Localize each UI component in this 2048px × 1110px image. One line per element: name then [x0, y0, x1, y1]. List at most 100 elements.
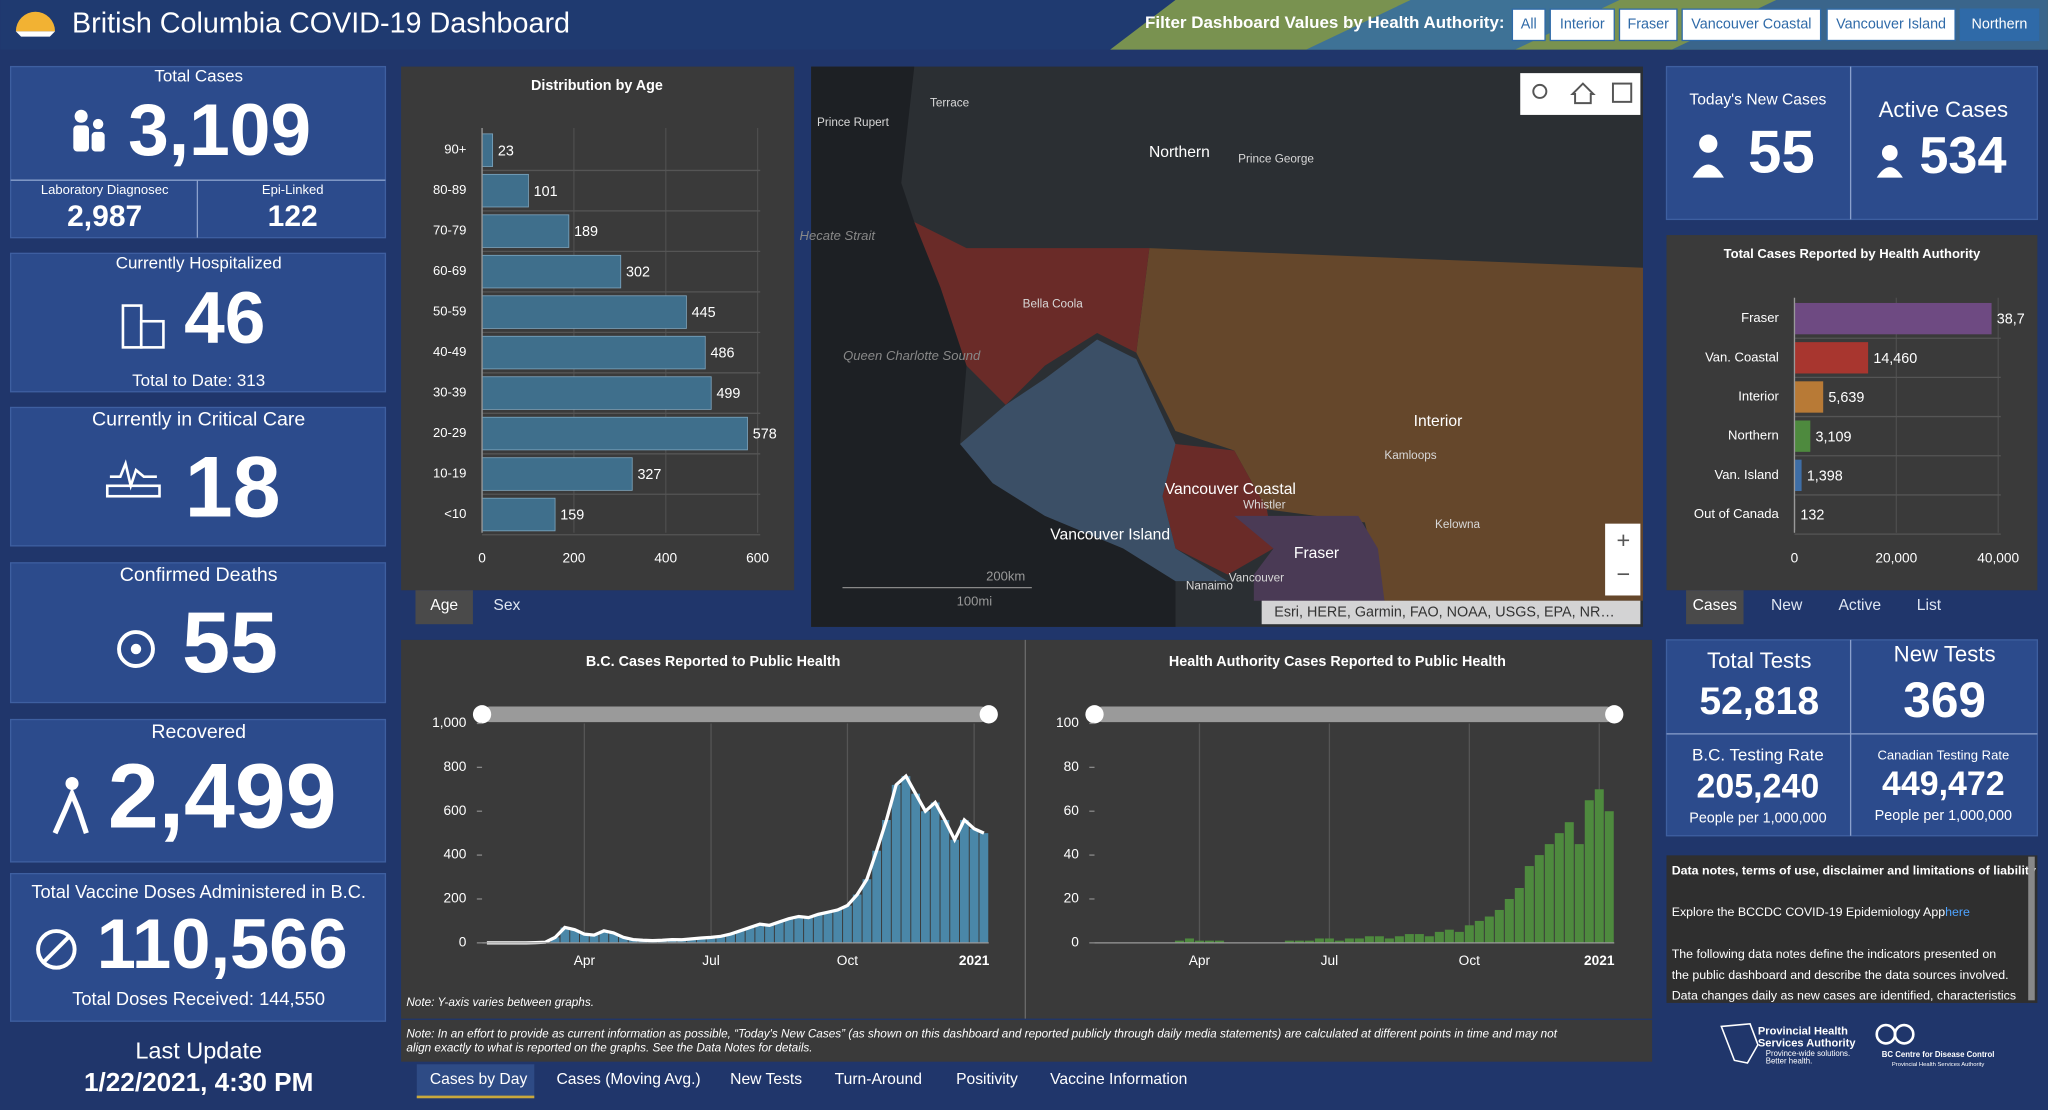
tab[interactable]: Active — [1838, 597, 1881, 614]
tab[interactable]: List — [1917, 597, 1942, 614]
y-tick-label: Out of Canada — [1694, 506, 1780, 521]
tab[interactable]: Vaccine Information — [1050, 1071, 1187, 1088]
bar — [891, 784, 901, 943]
label: Total Doses Received: 144,550 — [72, 988, 325, 1009]
bar — [1354, 938, 1364, 943]
bar — [481, 133, 494, 167]
bar — [1554, 833, 1564, 943]
bar — [1214, 940, 1224, 943]
bar — [1324, 938, 1334, 943]
tab[interactable]: New Tests — [730, 1071, 802, 1088]
bar — [755, 924, 765, 943]
tab[interactable]: Sex — [493, 597, 520, 614]
y-tick-label: 40-49 — [433, 344, 466, 359]
svg-text:+: + — [1617, 527, 1631, 553]
value-label: 445 — [692, 305, 716, 321]
bar — [481, 416, 748, 451]
filter-button-label[interactable]: Northern — [1972, 17, 2028, 33]
y-tick-label: 60-69 — [433, 263, 466, 278]
logo-text: Provincial Health Services Authority — [1892, 1062, 1985, 1068]
map-label: Whistler — [1243, 498, 1286, 511]
bar — [1514, 888, 1524, 943]
bar — [1424, 936, 1434, 943]
bar — [1184, 938, 1194, 943]
tab-selected[interactable] — [416, 1064, 535, 1099]
map-label: Bella Coola — [1023, 297, 1084, 310]
map-label: Kelowna — [1435, 518, 1481, 531]
filter-button[interactable] — [1826, 8, 1956, 42]
value-label: 5,639 — [1828, 390, 1864, 406]
bar — [1794, 420, 1811, 452]
filter-button-label[interactable]: Interior — [1560, 17, 1605, 33]
bar — [1404, 934, 1414, 943]
map-attribution: Esri, HERE, Garmin, FAO, NOAA, USGS, EPA… — [1274, 604, 1614, 620]
y-tick-label: 0 — [1071, 934, 1079, 949]
bar — [1294, 940, 1304, 943]
filter-button[interactable] — [1681, 8, 1822, 42]
bar — [1384, 938, 1394, 943]
label: Total Tests — [1707, 648, 1811, 673]
filter-button[interactable] — [1549, 8, 1615, 42]
scale-label: 100mi — [957, 593, 993, 608]
notes-link[interactable]: here — [1945, 905, 1970, 919]
filter-button-label[interactable]: Vancouver Island — [1836, 17, 1946, 33]
tab-selected[interactable] — [415, 590, 473, 625]
value-label: 302 — [626, 265, 650, 281]
dividers — [10, 66, 2038, 836]
value-label: 486 — [710, 346, 734, 362]
x-tick-label: Jul — [1321, 953, 1339, 968]
bar — [1464, 925, 1474, 943]
kpi-value: 55 — [182, 595, 278, 691]
bar — [1204, 940, 1214, 943]
map: + − — [811, 66, 1643, 627]
filter-button[interactable] — [1959, 8, 2040, 42]
y-tick-label: 10-19 — [433, 465, 466, 480]
y-tick-label: 600 — [444, 803, 467, 818]
tab[interactable]: Cases (Moving Avg.) — [556, 1071, 700, 1088]
bccdc-logo — [1893, 1023, 1915, 1045]
y-tick-label: Van. Coastal — [1705, 349, 1779, 364]
map-label: Kamloops — [1384, 449, 1436, 462]
kpi-value: 534 — [1919, 127, 2006, 185]
y-tick-label: 80 — [1064, 759, 1080, 774]
kpi-value: 55 — [1748, 119, 1815, 186]
bar — [716, 936, 726, 943]
y-tick-label: Fraser — [1741, 310, 1779, 325]
kpi-value: 449,472 — [1882, 765, 2005, 803]
bar — [1594, 789, 1604, 943]
filter-button-label[interactable]: All — [1521, 17, 1537, 33]
kpi-value: 110,566 — [97, 904, 348, 983]
bar — [940, 819, 950, 943]
y-tick-label: 80-89 — [433, 182, 466, 197]
svg-text:−: − — [1617, 561, 1631, 587]
kpi-value: 52,818 — [1699, 680, 1819, 723]
tab[interactable]: New — [1771, 597, 1803, 614]
x-tick-label: 0 — [1791, 551, 1799, 566]
icons — [36, 109, 1903, 970]
filter-button-label[interactable]: Vancouver Coastal — [1691, 17, 1811, 33]
kpi-value: 2,987 — [67, 200, 142, 233]
tab[interactable]: Age — [430, 597, 458, 614]
bar — [599, 930, 609, 943]
filter-button[interactable] — [1618, 8, 1678, 42]
tab[interactable]: Cases — [1693, 597, 1738, 614]
filter-button[interactable] — [1511, 8, 1546, 42]
bar — [687, 938, 696, 943]
tab[interactable]: Turn-Around — [835, 1071, 922, 1088]
tab[interactable]: Positivity — [956, 1071, 1018, 1088]
range-slider[interactable] — [472, 705, 1624, 724]
x-tick-label: 200 — [562, 551, 585, 566]
tab-selected[interactable] — [1686, 590, 1744, 625]
notes-heading: Data notes, terms of use, disclaimer and… — [1672, 863, 2036, 877]
value-label: 327 — [637, 467, 661, 483]
bar — [1414, 934, 1424, 943]
y-tick-label: Northern — [1728, 428, 1779, 443]
x-tick-label: 0 — [478, 551, 486, 566]
bar — [1314, 938, 1324, 943]
y-tick-label: 100 — [1056, 715, 1079, 730]
logo-text: BC Centre for Disease Control — [1882, 1050, 1995, 1059]
tab[interactable]: Cases by Day — [430, 1071, 528, 1088]
map-label: Vancouver Island — [1050, 527, 1170, 544]
filter-button-label[interactable]: Fraser — [1627, 17, 1669, 33]
